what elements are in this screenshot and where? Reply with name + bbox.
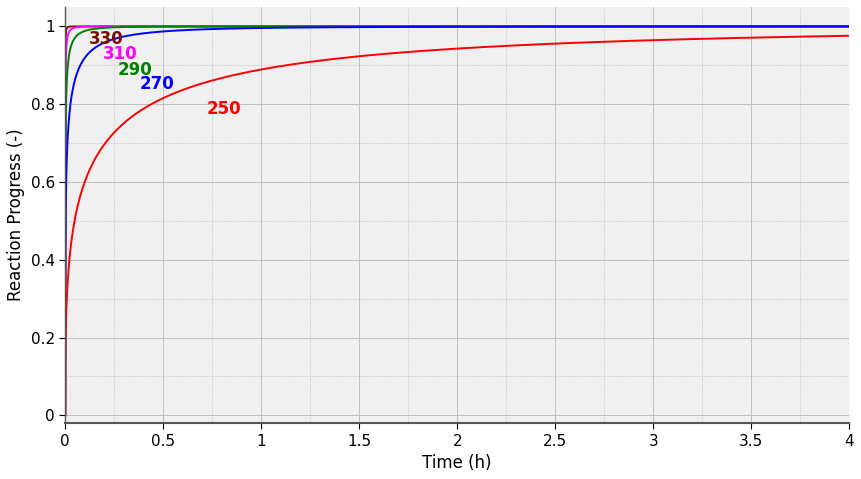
Text: 290: 290 [118,61,153,79]
Text: 250: 250 [207,100,241,118]
Y-axis label: Reaction Progress (-): Reaction Progress (-) [7,129,25,301]
Text: 330: 330 [89,30,123,48]
X-axis label: Time (h): Time (h) [423,454,492,472]
Text: 310: 310 [102,46,137,63]
Text: 270: 270 [139,75,175,92]
